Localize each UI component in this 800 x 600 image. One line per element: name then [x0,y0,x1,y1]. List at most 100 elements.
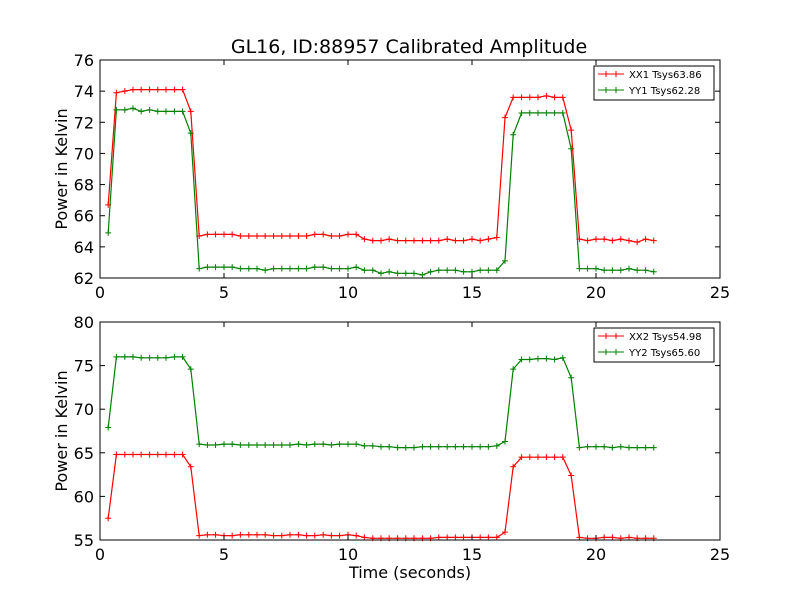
top-series-2-point [402,270,409,277]
bottom-series-1-point [559,454,566,461]
top-series-2-point [171,108,178,115]
top-y-tick-label: 68 [74,176,94,195]
bottom-series-1-point [311,532,318,539]
top-series-2-point [477,267,484,274]
top-y-axis-title: Power in Kelvin [52,108,71,229]
top-series-1-point [452,237,459,244]
bottom-series-2-point [435,443,442,450]
bottom-series-2-point [162,354,169,361]
top-series-2-point [196,265,203,272]
bottom-series-2-point [377,443,384,450]
bottom-series-1-point [526,454,533,461]
top-series-2-point [138,108,145,115]
top-series-2-point [650,268,657,275]
bottom-series-2-point [113,353,120,360]
bottom-series-1-point [262,531,269,538]
top-y-tick-label: 66 [74,207,94,226]
top-legend-marker-2 [603,87,619,93]
bottom-series-1-point [320,531,327,538]
top-series-1-point [295,232,302,239]
bottom-series-2-point [328,441,335,448]
top-series-2-point [485,267,492,274]
top-series-2-point [501,257,508,264]
bottom-series-2-point [179,353,186,360]
top-series-1-point [113,89,120,96]
top-series-2-point [229,264,236,271]
top-series-2-point [576,265,583,272]
top-x-tick-label: 5 [219,283,229,302]
top-series-2-point [534,109,541,116]
bottom-series-2-point [601,443,608,450]
bottom-series-1-point [154,451,161,458]
top-series-1-point [477,237,484,244]
bottom-series-1-point [303,532,310,539]
top-legend: XX1 Tsys63.86 YY1 Tsys62.28 [593,65,715,101]
bottom-series-1-point [328,532,335,539]
top-series-1-point [435,237,442,244]
bottom-series-1-point [212,531,219,538]
bottom-series-2-point [625,444,632,451]
top-series-1-point [328,232,335,239]
bottom-series-1-point [105,515,112,522]
top-series-1-point [245,232,252,239]
top-series-2-point [642,267,649,274]
bottom-series-1-point [121,451,128,458]
bottom-series-1-point [518,454,525,461]
bottom-series-2-point [138,354,145,361]
top-series-2-point [179,108,186,115]
bottom-series-1-point [485,534,492,541]
bottom-series-2-point [650,444,657,451]
bottom-series-1-point [196,532,203,539]
bottom-series-1-point [435,534,442,541]
bottom-plot: 0 5 10 15 20 25 55 60 65 70 75 80 Power in Kelvin T… [52,313,730,582]
bottom-series-1-point [229,532,236,539]
bottom-series-2-point [204,441,211,448]
top-series-1-point [485,236,492,243]
top-x-tick-label: 0 [95,283,105,302]
bottom-series-2-point [501,438,508,445]
bottom-series-2-point [394,444,401,451]
bottom-series-2-point [311,441,318,448]
top-series-2-point [295,265,302,272]
top-series-2-point [460,268,467,275]
top-series-2-point [113,106,120,113]
bottom-series-2-point [543,355,550,362]
bottom-series-2-point [576,444,583,451]
top-series-2-point [617,267,624,274]
top-plot-ticks: 0 5 10 15 20 25 62 64 66 68 70 72 74 76 [74,51,731,302]
top-series-2-point [543,109,550,116]
bottom-series-2-point [171,353,178,360]
bottom-series-2-point [286,441,293,448]
bottom-series-2-point [154,354,161,361]
bottom-series-2-point [410,444,417,451]
bottom-legend-label-2: YY2 Tsys65.60 [628,348,700,359]
bottom-series-2-point [419,443,426,450]
top-series-2-point [634,267,641,274]
bottom-series-2-point [493,442,500,449]
bottom-series-2-point [593,443,599,450]
top-series-2-point [593,265,599,272]
x-axis-title: Time (seconds) [348,563,471,582]
bottom-series-1-point [576,534,583,541]
bottom-series-1-point [477,534,484,541]
bottom-legend-entry-2: YY2 Tsys65.60 [598,348,700,359]
top-series-1-point [212,231,219,238]
top-series-1-point [402,237,409,244]
bottom-series-2-point [568,374,575,381]
top-series-1-point [138,86,145,93]
top-y-tick-label: 70 [74,144,94,163]
bottom-x-tick-label: 10 [338,545,358,564]
top-series-2-point [369,267,376,274]
top-series-2-point [121,106,128,113]
bottom-series-2-point [402,444,409,451]
bottom-series-1-point [568,472,575,479]
top-plot: 0 5 10 15 20 25 62 64 66 68 70 72 74 76 Power in Kelv… [52,51,730,302]
top-series-2-point [212,264,219,271]
top-series-1-point [593,236,599,243]
bottom-series-2-point [320,441,327,448]
bottom-x-tick-label: 5 [219,545,229,564]
top-series-2-point [328,265,335,272]
bottom-series-2-point [369,442,376,449]
bottom-y-tick-label: 80 [74,313,94,332]
